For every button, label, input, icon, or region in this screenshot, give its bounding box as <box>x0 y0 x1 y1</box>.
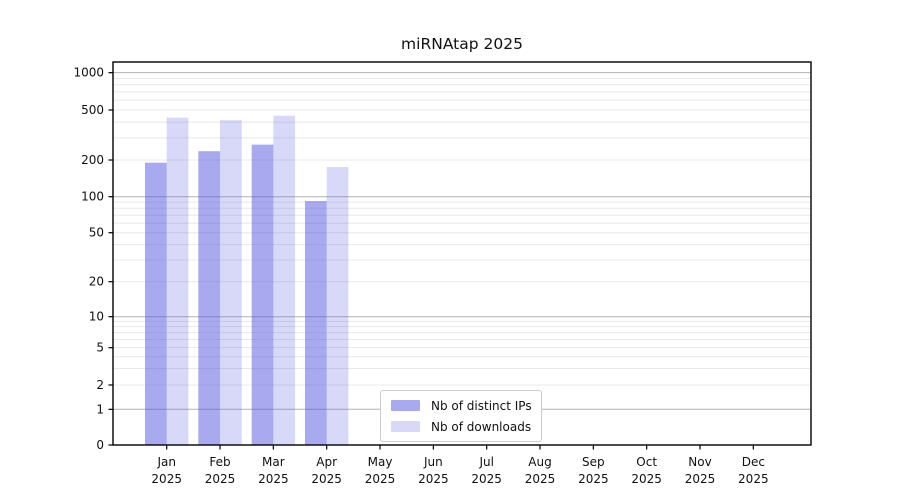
y-tick-label: 500 <box>81 103 104 117</box>
x-tick-label-month: Jan <box>156 455 176 469</box>
x-tick-label-year: 2025 <box>205 472 236 486</box>
bar-distinct-ips-mar <box>252 145 274 445</box>
x-tick-label-year: 2025 <box>631 472 662 486</box>
legend-swatch-downloads <box>391 421 420 432</box>
y-tick-label: 0 <box>96 438 104 452</box>
y-tick-label: 200 <box>81 153 104 167</box>
x-tick-label-month: Dec <box>742 455 765 469</box>
legend-label-distinct-ips: Nb of distinct IPs <box>431 399 532 413</box>
bar-distinct-ips-jan <box>145 163 167 445</box>
x-tick-label-year: 2025 <box>365 472 396 486</box>
bar-downloads-mar <box>273 116 295 445</box>
x-tick-label-month: Nov <box>688 455 711 469</box>
x-tick-label-month: Jun <box>423 455 443 469</box>
x-tick-label-year: 2025 <box>418 472 449 486</box>
bar-downloads-feb <box>220 120 242 445</box>
legend: Nb of distinct IPs Nb of downloads <box>380 390 542 442</box>
legend-label-downloads: Nb of downloads <box>431 420 531 434</box>
download-stats-figure: miRNAtap 2025 01251020501002005001000Jan… <box>0 0 900 500</box>
y-tick-label: 10 <box>89 310 104 324</box>
legend-item-distinct-ips: Nb of distinct IPs <box>391 396 532 415</box>
x-tick-label-month: Jul <box>478 455 493 469</box>
x-tick-label-month: Apr <box>316 455 337 469</box>
x-tick-label-month: May <box>368 455 393 469</box>
x-tick-label-year: 2025 <box>738 472 769 486</box>
x-tick-label-year: 2025 <box>525 472 556 486</box>
x-tick-label-year: 2025 <box>258 472 289 486</box>
bar-downloads-jan <box>167 118 189 445</box>
x-tick-label-month: Feb <box>209 455 230 469</box>
legend-swatch-distinct-ips <box>391 400 420 411</box>
y-tick-label: 1000 <box>73 66 104 80</box>
x-tick-label-year: 2025 <box>685 472 716 486</box>
y-tick-label: 100 <box>81 190 104 204</box>
x-tick-label-year: 2025 <box>151 472 182 486</box>
y-tick-label: 50 <box>89 226 104 240</box>
x-tick-label-year: 2025 <box>471 472 502 486</box>
y-tick-label: 20 <box>89 275 104 289</box>
y-tick-label: 5 <box>96 341 104 355</box>
x-tick-label-year: 2025 <box>311 472 342 486</box>
x-tick-label-month: Oct <box>636 455 657 469</box>
y-tick-label: 2 <box>96 378 104 392</box>
bar-distinct-ips-feb <box>198 151 220 445</box>
x-tick-label-month: Mar <box>262 455 285 469</box>
y-tick-label: 1 <box>96 402 104 416</box>
x-tick-label-month: Aug <box>528 455 551 469</box>
x-tick-label-year: 2025 <box>578 472 609 486</box>
bar-downloads-apr <box>327 167 349 445</box>
x-tick-label-month: Sep <box>582 455 605 469</box>
bar-distinct-ips-apr <box>305 201 327 445</box>
legend-item-downloads: Nb of downloads <box>391 417 532 436</box>
